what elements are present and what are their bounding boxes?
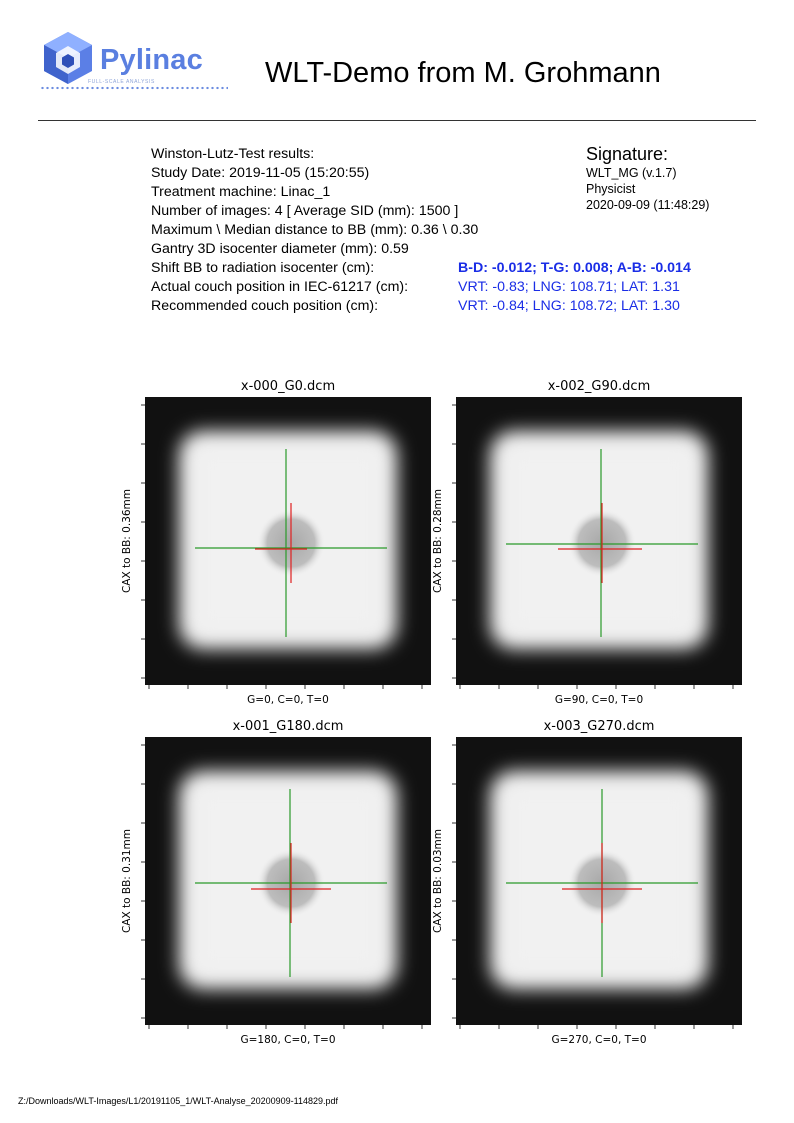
wl-image-panel-1 — [452, 397, 742, 689]
shift-bb-label: Shift BB to radiation isocenter (cm): — [151, 260, 375, 276]
recommended-couch-row: Recommended couch position (cm): VRT: -0… — [151, 297, 680, 316]
image-ylabel-1: CAX to BB: 0.28mm — [432, 488, 444, 594]
pylinac-logo: Pylinac FULL-SCALE ANALYSIS — [38, 30, 238, 100]
study-date: Study Date: 2019-11-05 (15:20:55) — [151, 165, 370, 181]
image-title-3: x-003_G270.dcm — [543, 719, 655, 734]
wl-image-3 — [452, 737, 742, 1029]
recommended-couch-label: Recommended couch position (cm): — [151, 298, 379, 314]
wl-image-panel-3 — [452, 737, 742, 1029]
signature-block: Signature: WLT_MG (v.1.7) Physicist 2020… — [586, 143, 709, 213]
image-ylabel-0: CAX to BB: 0.36mm — [121, 488, 133, 594]
image-title-2: x-001_G180.dcm — [232, 719, 344, 734]
pylinac-cube-logo-icon — [44, 32, 92, 84]
actual-couch-label: Actual couch position in IEC-61217 (cm): — [151, 279, 409, 295]
results-block: Winston-Lutz-Test results: Study Date: 2… — [151, 145, 691, 316]
image-ylabel-2: CAX to BB: 0.31mm — [121, 828, 133, 934]
image-xlabel-0: G=0, C=0, T=0 — [247, 694, 329, 706]
logo-wordmark: Pylinac — [100, 44, 203, 76]
shift-bb-row: Shift BB to radiation isocenter (cm): B-… — [151, 259, 691, 278]
recommended-couch-value: VRT: -0.84; LNG: 108.72; LAT: 1.30 — [458, 298, 680, 314]
wl-image-0 — [141, 397, 431, 689]
logo-tagline: FULL-SCALE ANALYSIS — [88, 79, 155, 85]
image-ylabel-3: CAX to BB: 0.03mm — [432, 828, 444, 934]
image-xlabel-2: G=180, C=0, T=0 — [240, 1034, 336, 1046]
actual-couch-value: VRT: -0.83; LNG: 108.71; LAT: 1.31 — [458, 279, 680, 295]
signature-title: Signature: — [586, 144, 669, 164]
logo-dotted-underline — [40, 86, 228, 90]
report-title: WLT-Demo from M. Grohmann — [265, 57, 661, 89]
wl-image-panel-0 — [141, 397, 431, 689]
results-heading: Winston-Lutz-Test results: — [151, 146, 315, 162]
actual-couch-row: Actual couch position in IEC-61217 (cm):… — [151, 278, 680, 297]
image-title-0: x-000_G0.dcm — [240, 379, 336, 394]
number-of-images: Number of images: 4 [ Average SID (mm): … — [151, 203, 459, 219]
wl-image-panel-2 — [141, 737, 431, 1029]
footer-file-path: Z:/Downloads/WLT-Images/L1/20191105_1/WL… — [18, 1096, 339, 1106]
signature-date: 2020-09-09 (11:48:29) — [586, 198, 710, 212]
wl-image-2 — [141, 737, 431, 1029]
treatment-machine: Treatment machine: Linac_1 — [151, 184, 331, 200]
gantry-isocenter-diameter: Gantry 3D isocenter diameter (mm): 0.59 — [151, 241, 409, 257]
image-xlabel-1: G=90, C=0, T=0 — [554, 694, 644, 706]
header-divider — [38, 120, 756, 121]
shift-bb-value: B-D: -0.012; T-G: 0.008; A-B: -0.014 — [458, 260, 691, 276]
image-title-1: x-002_G90.dcm — [547, 379, 651, 394]
signature-role: Physicist — [586, 182, 636, 196]
image-xlabel-3: G=270, C=0, T=0 — [551, 1034, 647, 1046]
wl-image-1 — [452, 397, 742, 689]
max-median-distance: Maximum \ Median distance to BB (mm): 0.… — [151, 222, 479, 238]
signature-version: WLT_MG (v.1.7) — [586, 166, 677, 180]
